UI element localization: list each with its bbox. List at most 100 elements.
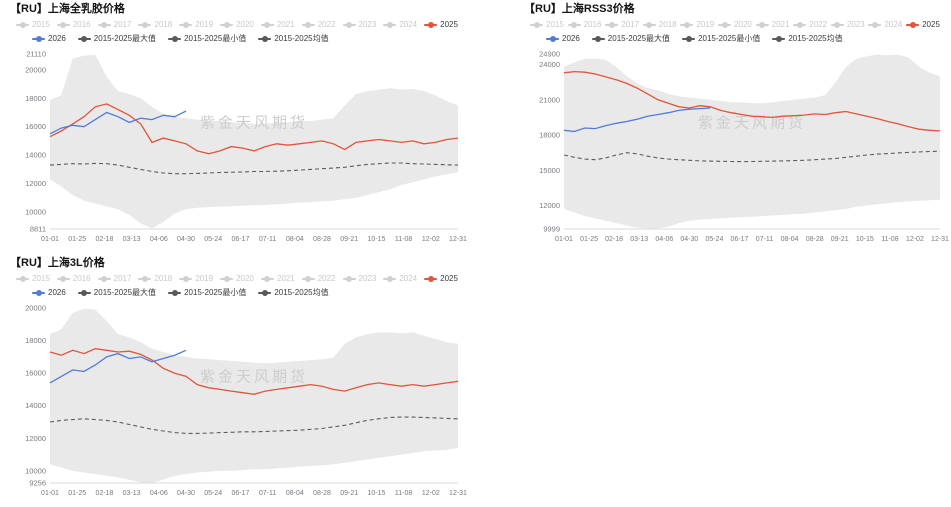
minmax-band <box>50 308 458 483</box>
line-2026 <box>563 107 711 133</box>
legend-item-2015-2025最大值[interactable]: 2015-2025最大值 <box>77 287 156 298</box>
legend-line-dot-icon <box>16 275 29 282</box>
legend-label: 2022 <box>317 274 336 283</box>
legend-label: 2026 <box>48 288 66 297</box>
legend-item-2015-2025最小值[interactable]: 2015-2025最小值 <box>168 287 246 298</box>
legend-item-2017[interactable]: 2017 <box>97 273 131 284</box>
svg-text:04-30: 04-30 <box>680 236 698 243</box>
legend-item-2018[interactable]: 2018 <box>138 19 172 30</box>
legend-line-dot-icon <box>605 21 619 28</box>
legend-item-2019[interactable]: 2019 <box>179 19 213 30</box>
legend-item-2023[interactable]: 2023 <box>342 273 376 284</box>
legend-item-2015[interactable]: 2015 <box>16 273 50 284</box>
legend-label: 2025 <box>922 20 940 29</box>
legend-item-2026[interactable]: 2026 <box>546 33 580 44</box>
legend-item-2025[interactable]: 2025 <box>424 273 458 284</box>
legend-item-2023[interactable]: 2023 <box>830 19 865 30</box>
legend-line-dot-icon <box>301 21 315 28</box>
svg-text:18000: 18000 <box>25 336 46 345</box>
legend-item-2015-2025均值[interactable]: 2015-2025均值 <box>258 287 329 298</box>
legend-item-2022[interactable]: 2022 <box>301 273 336 284</box>
legend-line-dot-icon <box>260 275 274 282</box>
legend-line-dot-icon <box>868 21 882 28</box>
legend-item-2015-2025均值[interactable]: 2015-2025均值 <box>772 33 843 44</box>
svg-text:9999: 9999 <box>543 225 560 234</box>
x-axis-labels: 01-01 01-25 02-18 03-13 04-06 04-30 05-24 06-17… <box>555 236 949 243</box>
legend-item-2020[interactable]: 2020 <box>220 273 254 284</box>
legend-item-2024[interactable]: 2024 <box>383 273 417 284</box>
legend-line-dot-icon <box>642 21 656 28</box>
legend-item-2021[interactable]: 2021 <box>755 19 789 30</box>
legend-item-2021[interactable]: 2021 <box>260 273 295 284</box>
legend-item-2023[interactable]: 2023 <box>342 19 376 30</box>
svg-text:11-08: 11-08 <box>395 236 412 243</box>
legend-item-2024[interactable]: 2024 <box>868 19 902 30</box>
legend-item-2018[interactable]: 2018 <box>642 19 677 30</box>
legend-item-2022[interactable]: 2022 <box>793 19 827 30</box>
svg-text:09-21: 09-21 <box>340 490 358 497</box>
svg-text:18000: 18000 <box>539 131 560 140</box>
legend-item-2016[interactable]: 2016 <box>56 273 91 284</box>
legend-item-2019[interactable]: 2019 <box>179 273 213 284</box>
legend-item-2016[interactable]: 2016 <box>567 19 601 30</box>
svg-text:12000: 12000 <box>539 201 560 210</box>
legend-item-2015[interactable]: 2015 <box>530 19 564 30</box>
svg-text:10000: 10000 <box>25 208 46 217</box>
legend-line-dot-icon <box>56 275 70 282</box>
legend-label: 2024 <box>884 20 903 29</box>
legend-label: 2015 <box>546 20 564 29</box>
legend-item-2015-2025最小值[interactable]: 2015-2025最小值 <box>682 33 760 44</box>
svg-text:15000: 15000 <box>539 166 560 175</box>
svg-text:14000: 14000 <box>25 401 46 410</box>
svg-text:06-17: 06-17 <box>731 236 749 243</box>
legend-item-2016[interactable]: 2016 <box>56 19 91 30</box>
svg-text:24900: 24900 <box>539 50 560 59</box>
legend-label: 2025 <box>440 20 458 29</box>
legend-item-2026[interactable]: 2026 <box>32 287 66 298</box>
svg-text:9256: 9256 <box>29 479 46 488</box>
svg-text:01-25: 01-25 <box>580 236 598 243</box>
legend-item-2015[interactable]: 2015 <box>16 19 50 30</box>
legend-label: 2015-2025最大值 <box>607 34 671 43</box>
legend-item-2017[interactable]: 2017 <box>605 19 639 30</box>
legend-item-2017[interactable]: 2017 <box>97 19 131 30</box>
legend-item-2025[interactable]: 2025 <box>906 19 940 30</box>
price-plot: 紫金天风期货 9256 10000 12000 14000 16000 18000 20000… <box>6 300 468 500</box>
svg-text:01-01: 01-01 <box>41 490 59 497</box>
legend-label: 2015 <box>32 20 50 29</box>
line-2025 <box>49 103 459 155</box>
legend-item-2021[interactable]: 2021 <box>260 19 295 30</box>
svg-text:10000: 10000 <box>25 466 46 475</box>
legend-item-2018[interactable]: 2018 <box>138 273 172 284</box>
legend-row-2: 2026 2015-2025最大值 2015-2025最小值 2015-2025均值 <box>520 33 950 44</box>
legend-item-2019[interactable]: 2019 <box>680 19 714 30</box>
legend-line-dot-icon <box>680 21 694 28</box>
svg-text:08-28: 08-28 <box>313 236 331 243</box>
legend-label: 2019 <box>696 20 715 29</box>
legend-label: 2015-2025最大值 <box>93 34 157 43</box>
svg-text:06-17: 06-17 <box>231 236 249 243</box>
legend-item-2026[interactable]: 2026 <box>32 33 66 44</box>
legend-item-2025[interactable]: 2025 <box>424 19 458 30</box>
svg-text:04-30: 04-30 <box>177 490 195 497</box>
svg-text:08-28: 08-28 <box>806 236 824 243</box>
legend-label: 2015-2025最小值 <box>184 34 247 43</box>
legend-item-2020[interactable]: 2020 <box>220 19 254 30</box>
legend-item-2015-2025最小值[interactable]: 2015-2025最小值 <box>168 33 246 44</box>
svg-text:24000: 24000 <box>539 60 560 69</box>
svg-text:20000: 20000 <box>25 65 46 74</box>
legend-item-2015-2025均值[interactable]: 2015-2025均值 <box>258 33 329 44</box>
svg-text:07-11: 07-11 <box>756 236 773 243</box>
svg-text:04-06: 04-06 <box>150 490 168 497</box>
legend-label: 2018 <box>658 20 677 29</box>
legend-line-dot-icon <box>755 21 769 28</box>
legend-item-2024[interactable]: 2024 <box>383 19 417 30</box>
legend-item-2022[interactable]: 2022 <box>301 19 335 30</box>
legend-label: 2021 <box>276 274 295 283</box>
legend-item-2020[interactable]: 2020 <box>718 19 752 30</box>
legend-item-2015-2025最大值[interactable]: 2015-2025最大值 <box>591 33 671 44</box>
svg-text:01-25: 01-25 <box>68 490 86 497</box>
legend-item-2015-2025最大值[interactable]: 2015-2025最大值 <box>77 33 157 44</box>
svg-text:12-31: 12-31 <box>449 236 467 243</box>
